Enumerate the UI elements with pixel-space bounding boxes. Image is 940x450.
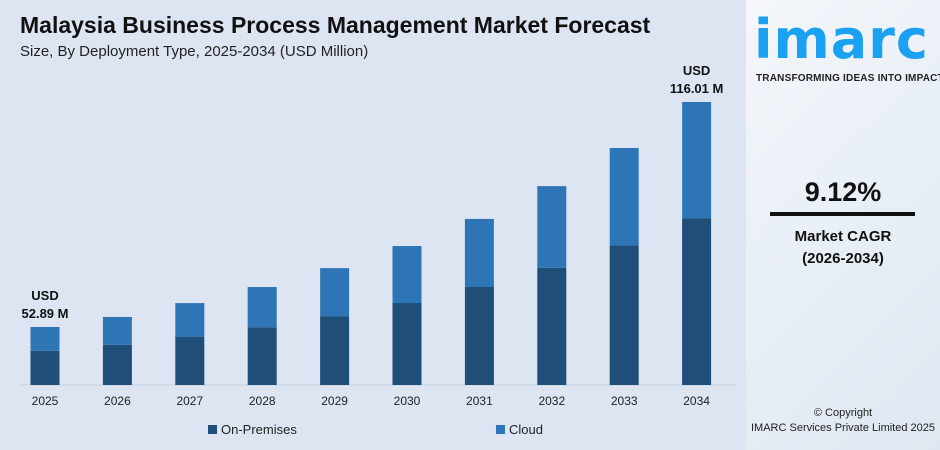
chart-panel: Malaysia Business Process Management Mar…	[20, 12, 735, 437]
imarc-logo: imarc	[754, 8, 929, 71]
bar-on-premises-2027	[175, 336, 205, 385]
info-panel: imarc TRANSFORMING IDEAS INTO IMPACT 9.1…	[746, 0, 940, 450]
bar-on-premises-2029	[320, 316, 350, 385]
bar-cloud-2031	[464, 218, 494, 288]
bar-cloud-2033	[609, 147, 639, 246]
x-tick-label: 2032	[538, 394, 565, 408]
cagr-divider	[770, 212, 915, 216]
legend-swatch	[496, 425, 505, 434]
x-tick-label: 2033	[611, 394, 638, 408]
x-tick-label: 2031	[466, 394, 493, 408]
bar-on-premises-2032	[537, 267, 567, 385]
bar-on-premises-2026	[102, 344, 132, 385]
x-tick-label: 2029	[321, 394, 348, 408]
bar-cloud-2026	[102, 316, 132, 345]
bar-on-premises-2033	[609, 245, 639, 385]
x-tick-label: 2025	[32, 394, 59, 408]
x-tick-label: 2026	[104, 394, 131, 408]
data-label-unit: USD	[683, 63, 710, 78]
x-tick-label: 2034	[683, 394, 710, 408]
copyright: © Copyright	[813, 407, 873, 419]
bar-chart: 2025 2026 2027 2028 2029 2030 2031 2032 2033 2034…	[20, 63, 735, 408]
legend-label: Cloud	[509, 422, 543, 437]
bar-cloud-2032	[537, 186, 567, 268]
chart-title: Malaysia Business Process Management Mar…	[20, 12, 651, 38]
x-tick-label: 2030	[394, 394, 421, 408]
legend-item-cloud: Cloud	[496, 422, 543, 437]
data-label-value: 116.01 M	[670, 81, 724, 96]
chart-subtitle: Size, By Deployment Type, 2025-2034 (USD…	[20, 43, 369, 60]
data-label-unit: USD	[31, 288, 58, 303]
cagr-period: (2026-2034)	[802, 250, 884, 267]
bar-on-premises-2030	[392, 303, 422, 385]
legend-item-on-premises: On-Premises	[208, 422, 297, 437]
bar-on-premises-2034	[682, 218, 712, 385]
bar-cloud-2025	[30, 326, 60, 351]
bar-cloud-2030	[392, 246, 422, 304]
x-tick-label: 2028	[249, 394, 276, 408]
brand-tagline: TRANSFORMING IDEAS INTO IMPACT	[756, 73, 940, 84]
bar-cloud-2034	[682, 101, 712, 219]
bar-on-premises-2025	[30, 350, 60, 385]
bar-on-premises-2028	[247, 327, 277, 385]
bar-cloud-2028	[247, 287, 277, 328]
cagr-label: Market CAGR	[794, 228, 892, 245]
cagr-value: 9.12%	[804, 177, 882, 207]
bar-on-premises-2031	[464, 287, 494, 385]
x-tick-label: 2027	[176, 394, 203, 408]
legend-swatch	[208, 425, 217, 434]
bar-cloud-2027	[175, 303, 205, 337]
data-label-value: 52.89 M	[22, 306, 69, 321]
legend-label: On-Premises	[221, 422, 297, 437]
bar-cloud-2029	[320, 268, 350, 317]
company-name: IMARC Services Private Limited 2025	[750, 422, 935, 434]
